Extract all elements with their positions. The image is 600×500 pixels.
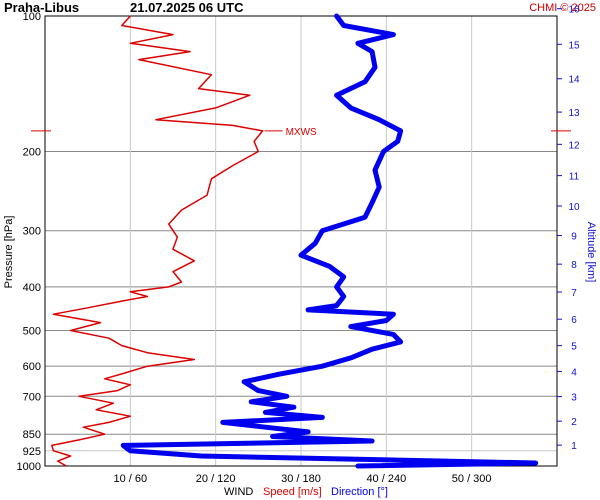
direction-series-line xyxy=(120,13,539,469)
observation-datetime: 21.07.2025 06 UTC xyxy=(130,0,244,15)
mxws-marker: MXWS xyxy=(31,127,571,138)
x-tick-4: 40 / 240 xyxy=(366,473,406,485)
pressure-tick-400: 400 xyxy=(23,282,41,294)
pressure-tick-925: 925 xyxy=(23,446,41,458)
pressure-tick-600: 600 xyxy=(23,361,41,373)
altitude-tick-9: 9 xyxy=(571,231,577,242)
altitude-tick-15: 15 xyxy=(568,40,580,51)
x-axis-label: WIND Speed [m/s] Direction [°] xyxy=(224,486,388,498)
pressure-tick-300: 300 xyxy=(23,226,41,238)
altitude-tick-12: 12 xyxy=(568,140,580,151)
altitude-tick-13: 13 xyxy=(568,108,580,119)
x-tick-1: 10 / 60 xyxy=(114,473,148,485)
y2-axis-label: Altitude [km] xyxy=(585,222,597,283)
pressure-tick-1000: 1000 xyxy=(17,461,41,473)
pressure-tick-labels: 100 200 300 400 500 600 700 850 925 1000 xyxy=(17,11,41,473)
x-axis-label-speed: Speed [m/s] xyxy=(263,486,322,498)
pressure-tick-850: 850 xyxy=(23,429,41,441)
y-axis-label: Pressure [hPa] xyxy=(3,216,15,289)
altitude-tick-8: 8 xyxy=(571,260,577,271)
pressure-tick-100: 100 xyxy=(23,11,41,23)
altitude-tick-11: 11 xyxy=(569,172,580,183)
copyright-notice: CHMI © 2025 xyxy=(529,2,596,14)
altitude-tick-2: 2 xyxy=(571,417,577,428)
altitude-tick-1: 1 xyxy=(571,441,577,452)
pressure-tick-500: 500 xyxy=(23,326,41,338)
series-layer xyxy=(51,13,539,469)
altitude-tick-3: 3 xyxy=(571,393,577,404)
altitude-tick-6: 6 xyxy=(571,315,577,326)
plot-frame xyxy=(44,15,558,467)
mxws-label: MXWS xyxy=(286,127,317,138)
altitude-tick-5: 5 xyxy=(571,342,577,353)
x-tick-labels: 10 / 60 20 / 120 30 / 180 40 / 240 50 / 300 xyxy=(114,473,492,485)
pressure-tick-200: 200 xyxy=(23,146,41,158)
station-name: Praha-Libus xyxy=(4,0,79,15)
x-axis-label-wind: WIND xyxy=(224,486,253,498)
altitude-tick-7: 7 xyxy=(571,288,577,299)
altitude-tick-4: 4 xyxy=(571,367,577,378)
x-tick-3: 30 / 180 xyxy=(281,473,321,485)
altitude-tick-14: 14 xyxy=(568,75,580,86)
altitude-tick-10: 10 xyxy=(568,202,580,213)
x-tick-5: 50 / 300 xyxy=(452,473,492,485)
pressure-tick-700: 700 xyxy=(23,391,41,403)
grid-lines xyxy=(45,16,557,466)
speed-series-line xyxy=(51,15,264,467)
altitude-tick-16: 16 xyxy=(568,5,580,16)
x-axis-label-direction: Direction [°] xyxy=(331,486,388,498)
x-tick-2: 20 / 120 xyxy=(196,473,236,485)
